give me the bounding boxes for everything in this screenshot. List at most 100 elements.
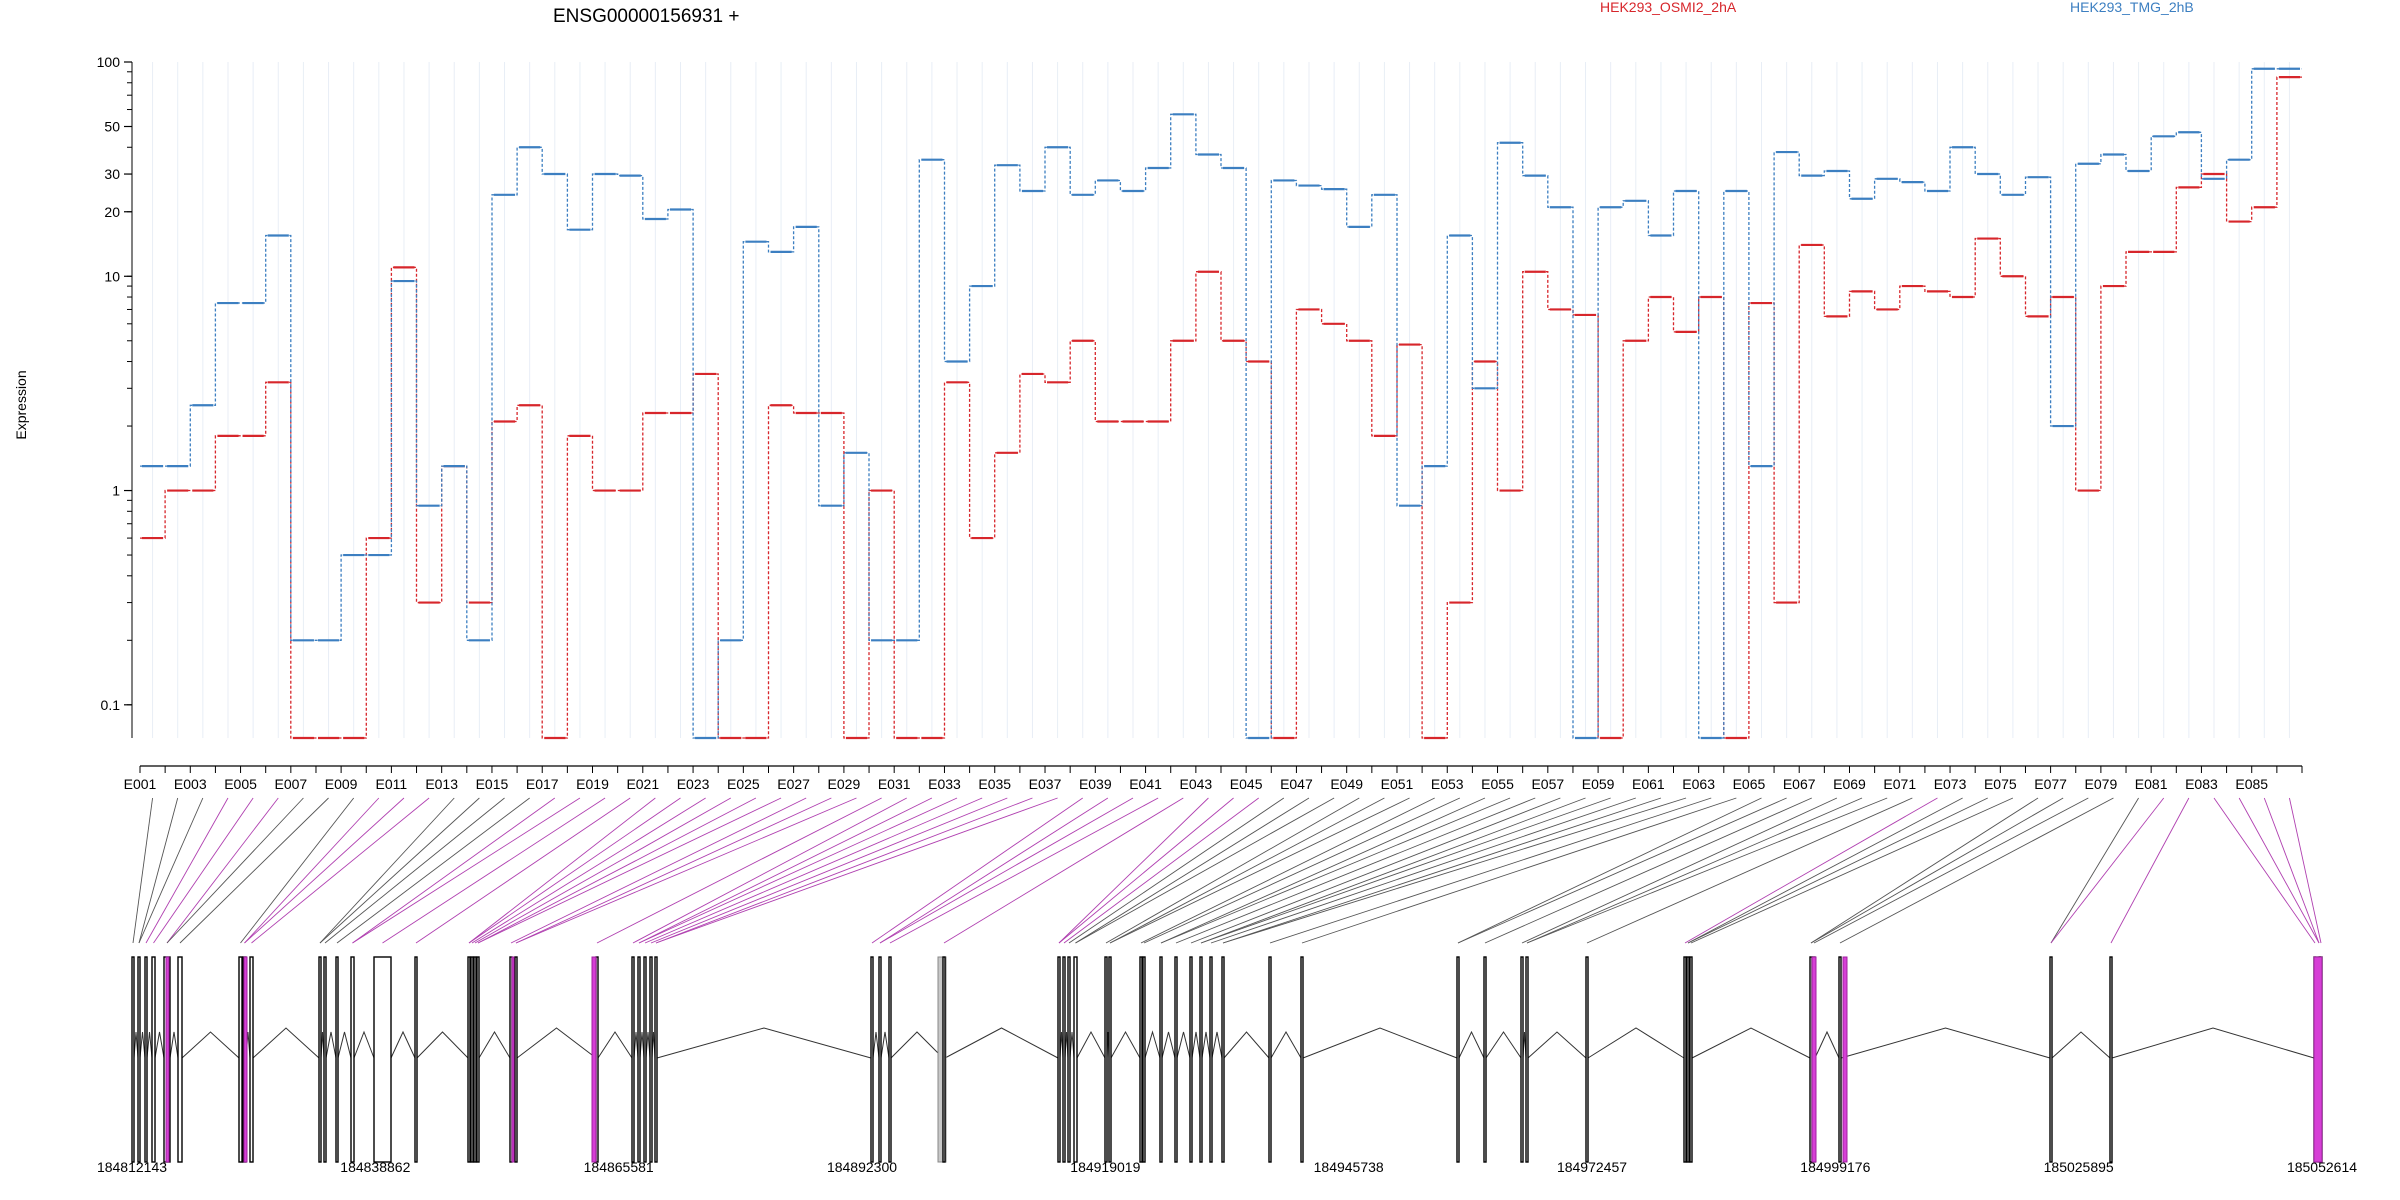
exon-connector	[166, 797, 279, 944]
exon-connector-lines	[132, 797, 2322, 944]
exon-connector	[1200, 797, 1611, 944]
exon-block	[335, 956, 339, 1163]
intron-line	[597, 1031, 633, 1059]
exon-block-shaded	[937, 956, 947, 1163]
exon-connector	[2288, 797, 2322, 944]
exon-connector	[1109, 797, 1385, 944]
intron-line	[1176, 1031, 1191, 1059]
exon-block	[470, 956, 474, 1163]
intron-line	[337, 1031, 352, 1059]
exon-connector	[1190, 797, 1561, 944]
x-tick-label: E083	[2185, 776, 2218, 792]
x-tick-label: E063	[1682, 776, 1715, 792]
exon-connector	[477, 797, 757, 944]
exon-connector	[179, 797, 329, 944]
intron-line	[1191, 1031, 1201, 1059]
genomic-tick-label: 184945738	[1314, 1159, 1384, 1175]
exon-connector	[1143, 797, 1461, 944]
y-axis-label: Expression	[13, 370, 29, 439]
intron-line	[139, 1031, 146, 1059]
x-tick-label: E039	[1079, 776, 1112, 792]
exon-connector	[2238, 797, 2320, 944]
exon-block	[350, 956, 355, 1163]
intron-line	[890, 1031, 944, 1059]
x-tick-label: E051	[1381, 776, 1414, 792]
x-tick-label: E013	[425, 776, 458, 792]
y-tick-label: 0.1	[101, 697, 121, 713]
exon-connector	[324, 797, 505, 944]
exon-block	[476, 956, 480, 1163]
intron-line	[1485, 1031, 1522, 1059]
exon-connector	[2050, 797, 2165, 944]
exon-block-highlight	[243, 956, 248, 1163]
exon-block	[1159, 956, 1163, 1163]
exon-connector	[471, 797, 706, 944]
exon-connector	[1457, 797, 1762, 944]
exon-connector	[1160, 797, 1511, 944]
exon-block	[1221, 956, 1225, 1163]
exon-connector	[1521, 797, 1838, 944]
y-axis: 0.1 1 10 20 30 50 100	[97, 54, 133, 738]
exon-block	[878, 956, 882, 1163]
exon-connector	[2110, 797, 2190, 944]
x-tick-label: E035	[978, 776, 1011, 792]
exon-block	[1585, 956, 1589, 1163]
x-tick-label: E049	[1330, 776, 1363, 792]
x-tick-label: E075	[1984, 776, 2017, 792]
intron-line	[1110, 1030, 1141, 1059]
exon-block	[643, 956, 647, 1163]
exon-connector	[153, 797, 254, 944]
exon-connector	[1586, 797, 1913, 944]
x-tick-label: E023	[677, 776, 710, 792]
exon-block	[414, 956, 418, 1163]
intron-line	[2051, 1031, 2111, 1059]
intron-line	[1201, 1031, 1211, 1059]
x-tick-label: E007	[274, 776, 307, 792]
x-tick-label: E031	[878, 776, 911, 792]
exon-connector	[1839, 797, 2114, 944]
x-tick-label: E061	[1632, 776, 1665, 792]
exon-connector	[352, 797, 581, 944]
intron-line	[872, 1031, 880, 1059]
x-tick-label: E067	[1783, 776, 1816, 792]
genomic-tick-label: 185025895	[2044, 1159, 2114, 1175]
series-line	[140, 68, 2302, 739]
exon-connector	[1075, 797, 1335, 944]
exon-block	[1483, 956, 1487, 1163]
exon-connector	[319, 797, 480, 944]
exon-block	[1838, 956, 1842, 1163]
intron-line	[1076, 1030, 1106, 1059]
intron-line	[1691, 1027, 1811, 1059]
x-tick-label: E009	[325, 776, 358, 792]
exon-connector	[1301, 797, 1737, 944]
exon-connector	[1109, 797, 1410, 944]
exon-connector	[879, 797, 1134, 944]
exon-connector	[1526, 797, 1863, 944]
exon-connector	[319, 797, 455, 944]
series-layer	[140, 67, 2302, 740]
exon-connector	[1810, 797, 2064, 944]
x-tick-label: E077	[2034, 776, 2067, 792]
exon-block	[1189, 956, 1193, 1163]
exon-block	[323, 956, 327, 1163]
exon-connector	[1175, 797, 1536, 944]
genomic-tick-label: 184919019	[1070, 1159, 1140, 1175]
exon-connector	[1269, 797, 1712, 944]
exon-connector	[474, 797, 732, 944]
x-tick-label: E069	[1833, 776, 1866, 792]
intron-line	[944, 1027, 1059, 1059]
exon-block	[373, 956, 392, 1163]
intron-line	[154, 1031, 165, 1059]
y-tick-label: 30	[104, 166, 120, 182]
exon-block-highlight	[591, 956, 597, 1163]
exon-block	[1139, 956, 1143, 1163]
intron-line	[1211, 1031, 1223, 1059]
x-tick-label: E005	[224, 776, 257, 792]
genomic-tick-label: 184999176	[1800, 1159, 1870, 1175]
intron-line	[1840, 1027, 2051, 1059]
exon-connector	[1058, 797, 1209, 944]
exon-connector	[510, 797, 807, 944]
exon-block	[1683, 956, 1687, 1163]
exon-connector	[336, 797, 530, 944]
